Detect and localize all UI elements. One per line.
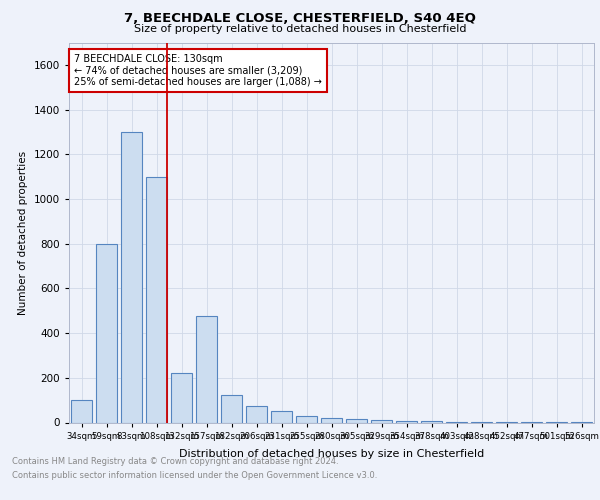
Bar — [221, 394, 242, 422]
Bar — [96, 244, 117, 422]
Bar — [71, 400, 92, 422]
Text: Contains HM Land Registry data © Crown copyright and database right 2024.: Contains HM Land Registry data © Crown c… — [12, 458, 338, 466]
Bar — [171, 374, 192, 422]
Bar — [121, 132, 142, 422]
Bar — [146, 176, 167, 422]
Text: 7 BEECHDALE CLOSE: 130sqm
← 74% of detached houses are smaller (3,209)
25% of se: 7 BEECHDALE CLOSE: 130sqm ← 74% of detac… — [74, 54, 322, 87]
Bar — [196, 316, 217, 422]
Bar — [246, 406, 267, 422]
Bar — [271, 412, 292, 422]
Bar — [321, 418, 342, 422]
Text: Contains public sector information licensed under the Open Government Licence v3: Contains public sector information licen… — [12, 471, 377, 480]
Y-axis label: Number of detached properties: Number of detached properties — [18, 150, 28, 314]
X-axis label: Distribution of detached houses by size in Chesterfield: Distribution of detached houses by size … — [179, 449, 484, 459]
Bar — [296, 416, 317, 422]
Text: Size of property relative to detached houses in Chesterfield: Size of property relative to detached ho… — [134, 24, 466, 34]
Bar — [371, 420, 392, 422]
Bar — [346, 419, 367, 422]
Bar — [396, 420, 417, 422]
Text: 7, BEECHDALE CLOSE, CHESTERFIELD, S40 4EQ: 7, BEECHDALE CLOSE, CHESTERFIELD, S40 4E… — [124, 12, 476, 26]
